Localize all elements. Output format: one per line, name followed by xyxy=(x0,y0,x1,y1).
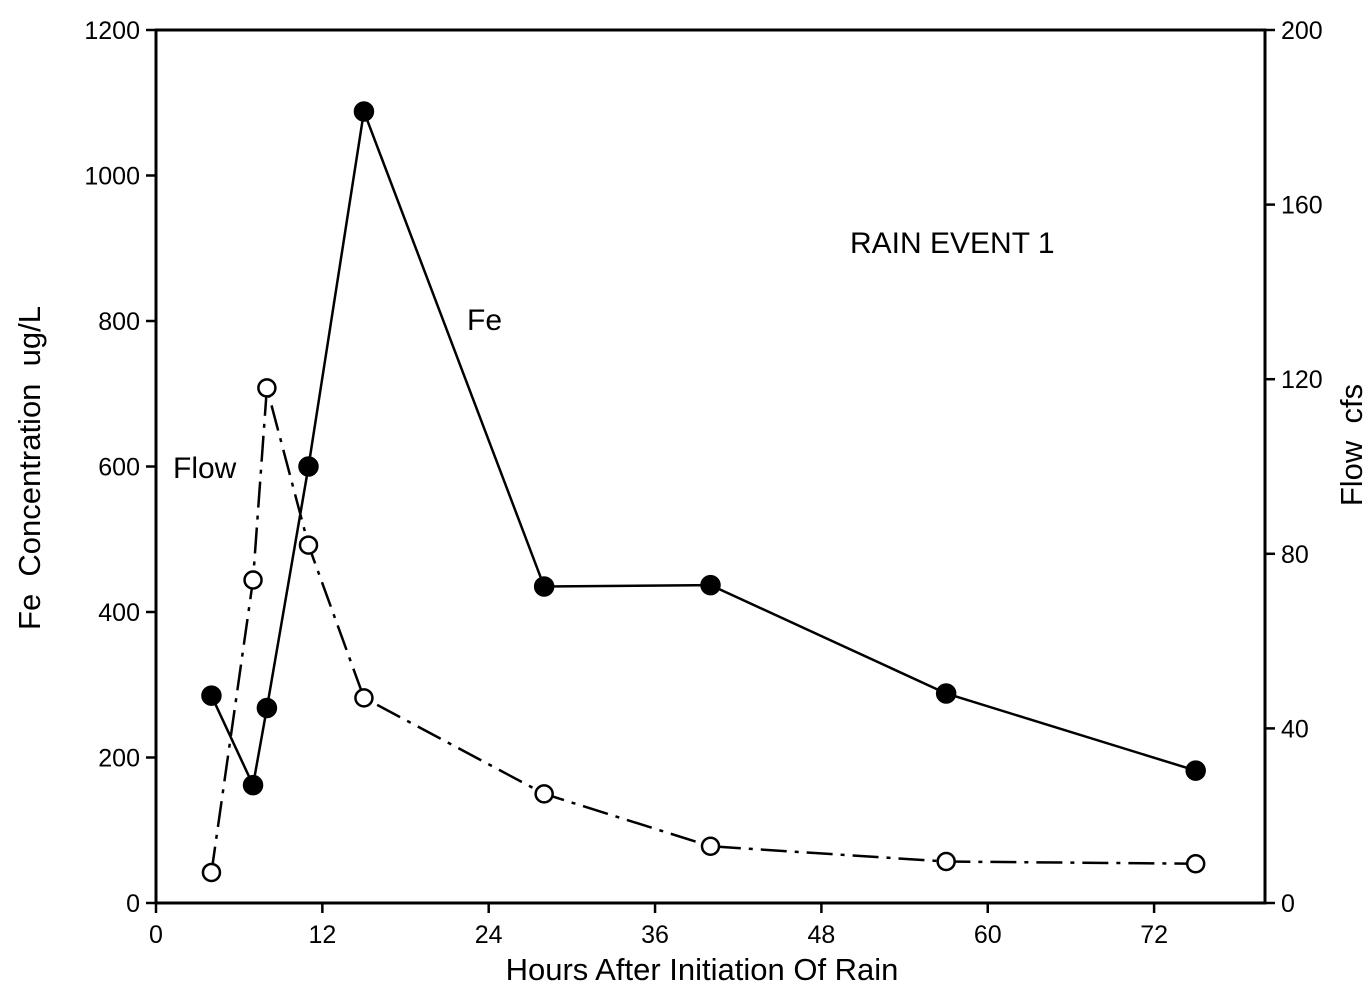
x-axis-title: Hours After Initiation Of Rain xyxy=(506,952,899,987)
x-tick-label: 48 xyxy=(807,921,835,949)
y2-axis-ticks: 0 40 80 120 160 200 xyxy=(1265,17,1323,918)
fe-series-label: Fe xyxy=(467,304,502,337)
y2-tick-label: 120 xyxy=(1281,366,1323,394)
flow-series-label: Flow xyxy=(173,452,237,485)
fe-point xyxy=(298,456,319,477)
x-tick-label: 36 xyxy=(641,921,669,949)
x-axis-ticks: 0 12 24 36 48 60 72 xyxy=(149,903,1168,949)
plot-frame xyxy=(154,28,1267,905)
x-tick-label: 60 xyxy=(974,921,1002,949)
fe-point xyxy=(1185,760,1206,781)
flow-point xyxy=(298,535,319,555)
flow-series-line xyxy=(210,387,1196,873)
flow-point xyxy=(534,784,554,804)
y-tick-label: 200 xyxy=(98,745,140,773)
flow-point xyxy=(243,570,263,590)
fe-point xyxy=(242,774,264,796)
rain-event-label: RAIN EVENT 1 xyxy=(850,227,1055,260)
y-axis-ticks: 0 200 400 600 800 1000 1200 xyxy=(84,17,156,918)
x-tick-label: 0 xyxy=(149,921,163,949)
flow-point xyxy=(936,851,956,872)
flow-point xyxy=(257,378,277,398)
y2-tick-label: 80 xyxy=(1281,541,1309,569)
fe-point xyxy=(700,574,721,596)
x-tick-label: 12 xyxy=(308,921,336,949)
y-tick-label: 800 xyxy=(98,308,140,336)
y2-tick-label: 200 xyxy=(1281,17,1323,45)
y-axis-title: Fe Concentration ug/L xyxy=(12,306,47,630)
fe-point xyxy=(201,685,222,706)
y2-tick-label: 40 xyxy=(1281,715,1309,743)
y2-axis-title: Flow cfs xyxy=(1334,384,1369,506)
flow-point xyxy=(201,862,222,883)
y-tick-label: 0 xyxy=(126,890,140,918)
y2-tick-label: 0 xyxy=(1281,890,1295,918)
x-tick-label: 72 xyxy=(1140,921,1168,949)
series-layer xyxy=(201,101,1206,883)
fe-point xyxy=(533,576,555,597)
y-tick-label: 400 xyxy=(98,599,140,627)
flow-point xyxy=(1185,853,1206,874)
y-tick-label: 1200 xyxy=(84,17,140,45)
fe-point xyxy=(256,697,278,719)
y2-tick-label: 160 xyxy=(1281,192,1323,220)
x-tick-label: 24 xyxy=(475,921,503,949)
flow-point xyxy=(700,836,721,857)
y-tick-label: 1000 xyxy=(84,163,140,191)
fe-point xyxy=(935,683,957,704)
y-tick-label: 600 xyxy=(98,454,140,482)
flow-point xyxy=(354,688,374,708)
fe-point xyxy=(353,101,375,122)
